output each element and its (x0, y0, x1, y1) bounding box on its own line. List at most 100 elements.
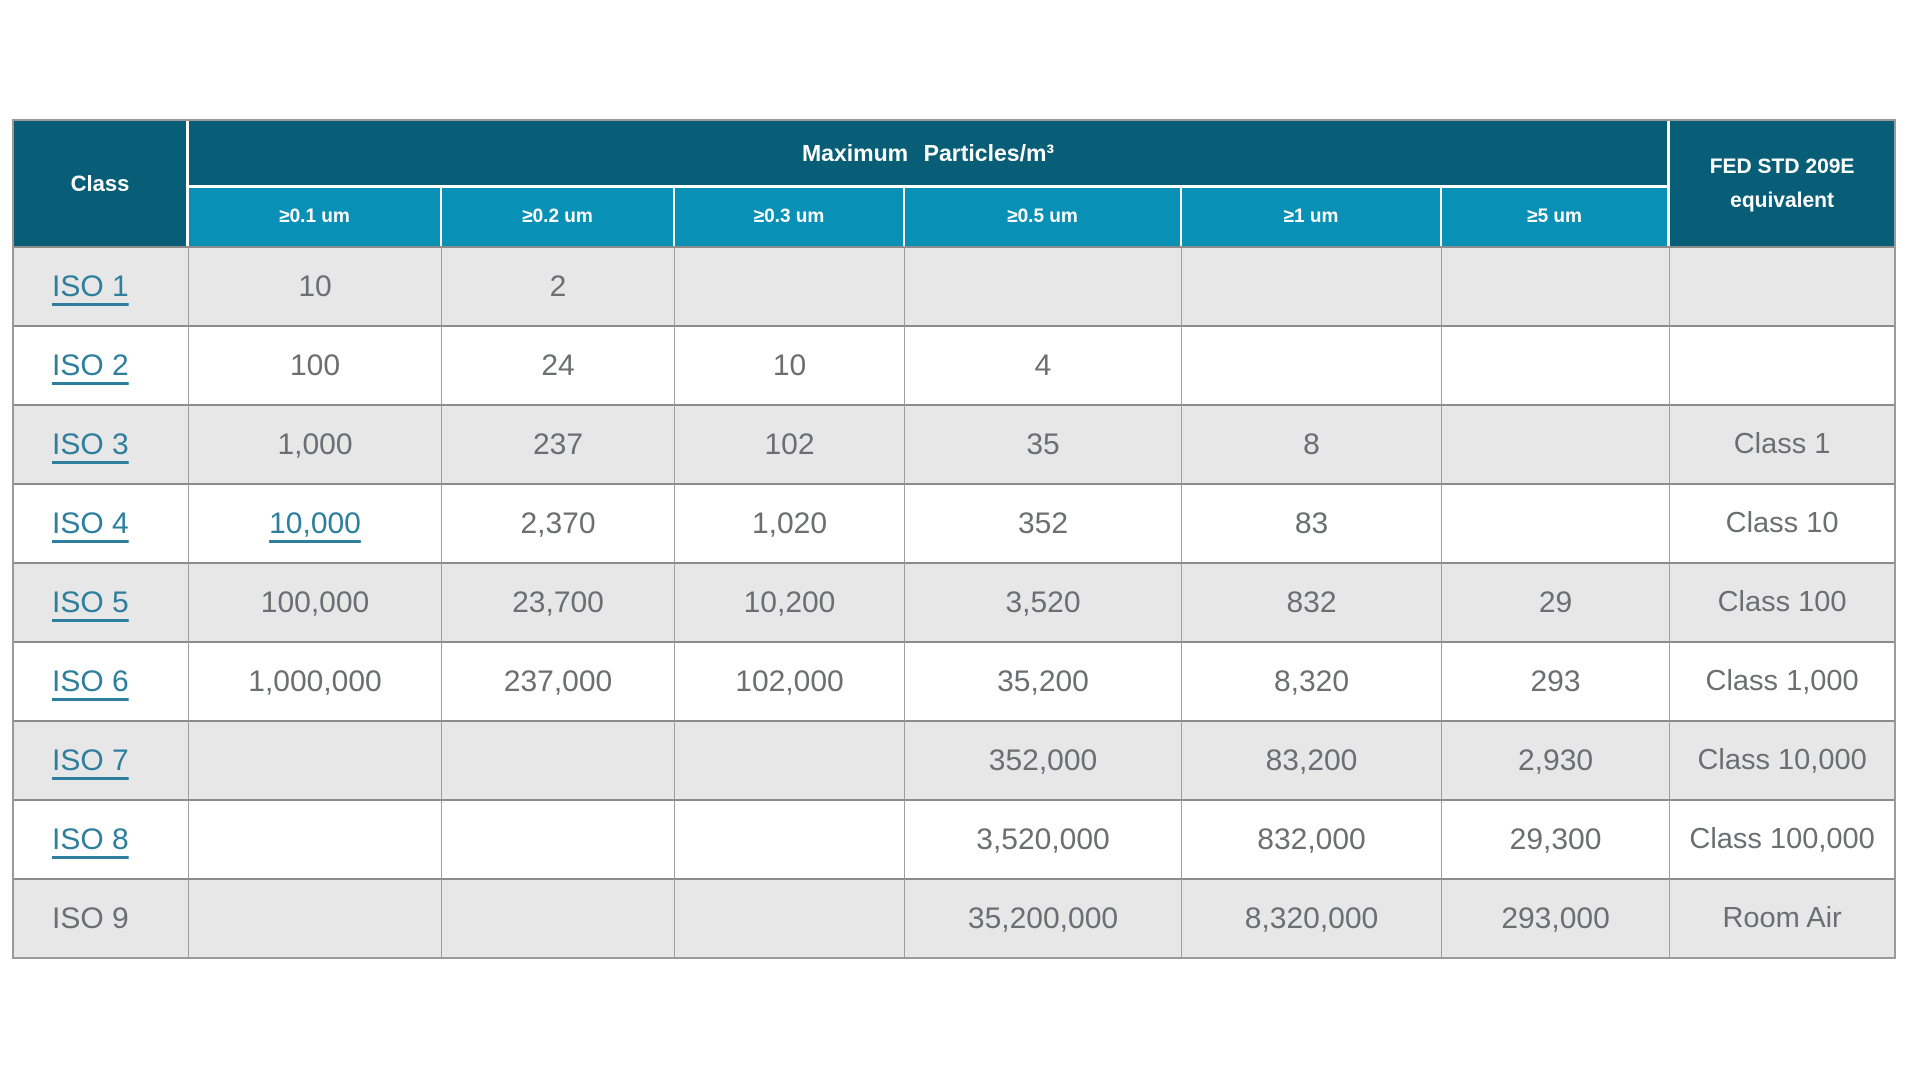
particle-count-text: 832 (1286, 585, 1337, 619)
table-body: ISO 1 10 2 ISO 2 100 24 10 4 ISO 3 1,000 237 102 35 8… (14, 246, 1895, 957)
fed-equivalent-cell: Room Air (1670, 878, 1895, 957)
particle-count-cell (1442, 404, 1671, 483)
fed-equivalent-cell: Class 1,000 (1670, 641, 1895, 720)
particle-count-cell (675, 878, 905, 957)
particle-count-cell: 352 (905, 483, 1182, 562)
particle-count-cell (189, 878, 442, 957)
particle-count-link[interactable]: 10,000 (269, 506, 361, 540)
max-particles-header: Maximum Particles/m³ (189, 121, 1671, 188)
particle-count-text: 832,000 (1257, 822, 1366, 856)
fed-equivalent-cell (1670, 325, 1895, 404)
particle-count-text: 352,000 (988, 743, 1098, 777)
iso-class-link[interactable]: ISO 4 (52, 506, 129, 540)
size-header-5um: ≥5 um (1442, 188, 1671, 246)
table-row: ISO 9 35,200,000 8,320,000 293,000 Room Air (14, 878, 1895, 957)
table-header: Class Maximum Particles/m³ FED STD 209E … (14, 121, 1895, 246)
particle-count-text: 23,700 (512, 585, 604, 619)
fed-equivalent-cell: Class 10,000 (1670, 720, 1895, 799)
particle-count-text: 10,200 (743, 585, 836, 619)
particle-count-text: 35 (1026, 427, 1060, 461)
size-header-0-1um: ≥0.1 um (189, 188, 442, 246)
class-column-header: Class (14, 121, 189, 246)
particle-count-text: 83 (1294, 506, 1329, 540)
particle-count-text: 1,000,000 (248, 664, 382, 698)
class-cell: ISO 5 (14, 562, 189, 641)
particle-count-cell (1442, 246, 1671, 325)
fed-std-209e-header: FED STD 209E equivalent (1670, 121, 1895, 246)
particle-count-text: 293 (1530, 664, 1581, 698)
particle-count-cell: 1,020 (675, 483, 905, 562)
iso-class-link[interactable]: ISO 3 (52, 427, 129, 461)
particle-count-cell: 100 (189, 325, 442, 404)
particle-count-text: 29 (1538, 585, 1573, 619)
particle-count-cell: 832,000 (1182, 799, 1442, 878)
particle-count-text: 35,200,000 (967, 901, 1119, 935)
table-row: ISO 7 352,000 83,200 2,930 Class 10,000 (14, 720, 1895, 799)
particle-count-cell: 10,000 (189, 483, 442, 562)
iso-class-link[interactable]: ISO 2 (52, 348, 129, 382)
fed-equivalent-cell: Class 100,000 (1670, 799, 1895, 878)
particle-count-cell: 1,000 (189, 404, 442, 483)
particle-count-cell: 102,000 (675, 641, 905, 720)
particle-count-text: 237,000 (503, 664, 613, 698)
particle-count-text: 293,000 (1501, 901, 1610, 935)
particle-count-cell: 10 (189, 246, 442, 325)
particle-count-text: 3,520 (1005, 585, 1081, 619)
fed-equivalent-cell: Class 10 (1670, 483, 1895, 562)
particle-count-cell: 8 (1182, 404, 1442, 483)
iso-class-label: ISO 9 (52, 901, 129, 935)
fed-equivalent-text: Class 1 (1733, 428, 1831, 460)
iso-class-link[interactable]: ISO 7 (52, 743, 129, 777)
particle-count-cell: 352,000 (905, 720, 1182, 799)
particle-count-cell: 100,000 (189, 562, 442, 641)
particle-count-text: 2,370 (520, 506, 596, 540)
particle-count-cell: 2,930 (1442, 720, 1671, 799)
particle-count-text: 8,320 (1273, 664, 1350, 698)
particle-count-cell: 83,200 (1182, 720, 1442, 799)
class-cell: ISO 4 (14, 483, 189, 562)
iso-class-link[interactable]: ISO 8 (52, 822, 129, 856)
particle-count-text: 237 (532, 427, 584, 461)
particle-count-text: 8 (1303, 427, 1320, 461)
particle-count-text: 24 (541, 348, 575, 382)
class-cell: ISO 9 (14, 878, 189, 957)
table-row: ISO 8 3,520,000 832,000 29,300 Class 100,000 (14, 799, 1895, 878)
particle-count-text: 100 (289, 348, 341, 382)
particle-count-cell: 35,200,000 (905, 878, 1182, 957)
size-header-1um: ≥1 um (1182, 188, 1442, 246)
particle-count-text: 35,200 (997, 664, 1089, 698)
fed-equivalent-cell: Class 1 (1670, 404, 1895, 483)
particle-count-cell: 24 (442, 325, 675, 404)
particle-count-text: 10 (298, 269, 332, 303)
particle-count-cell (675, 246, 905, 325)
size-header-0-3um: ≥0.3 um (675, 188, 905, 246)
class-cell: ISO 3 (14, 404, 189, 483)
particle-count-cell: 29,300 (1442, 799, 1671, 878)
particle-count-cell (442, 720, 675, 799)
particle-count-cell: 8,320,000 (1182, 878, 1442, 957)
particle-count-text: 1,020 (751, 506, 828, 540)
particle-count-cell: 4 (905, 325, 1182, 404)
table-row: ISO 2 100 24 10 4 (14, 325, 1895, 404)
particle-count-cell: 293 (1442, 641, 1671, 720)
iso-class-table: Class Maximum Particles/m³ FED STD 209E … (12, 119, 1897, 959)
fed-equivalent-text: Class 10,000 (1697, 744, 1867, 776)
particle-count-cell (189, 799, 442, 878)
iso-class-link[interactable]: ISO 5 (52, 585, 129, 619)
particle-count-text: 102,000 (735, 664, 844, 698)
iso-class-link[interactable]: ISO 6 (52, 664, 129, 698)
fed-equivalent-text: Class 100 (1717, 586, 1847, 618)
particle-count-cell: 102 (675, 404, 905, 483)
fed-equivalent-cell: Class 100 (1670, 562, 1895, 641)
fed-equivalent-text: Room Air (1722, 902, 1842, 934)
particle-count-cell (675, 799, 905, 878)
particle-count-text: 100,000 (260, 585, 370, 619)
particle-count-cell (905, 246, 1182, 325)
class-cell: ISO 8 (14, 799, 189, 878)
particle-count-text: 2,930 (1518, 743, 1594, 777)
iso-class-link[interactable]: ISO 1 (52, 269, 129, 303)
fed-equivalent-cell (1670, 246, 1895, 325)
size-header-0-2um: ≥0.2 um (442, 188, 675, 246)
table-row: ISO 3 1,000 237 102 35 8 Class 1 (14, 404, 1895, 483)
